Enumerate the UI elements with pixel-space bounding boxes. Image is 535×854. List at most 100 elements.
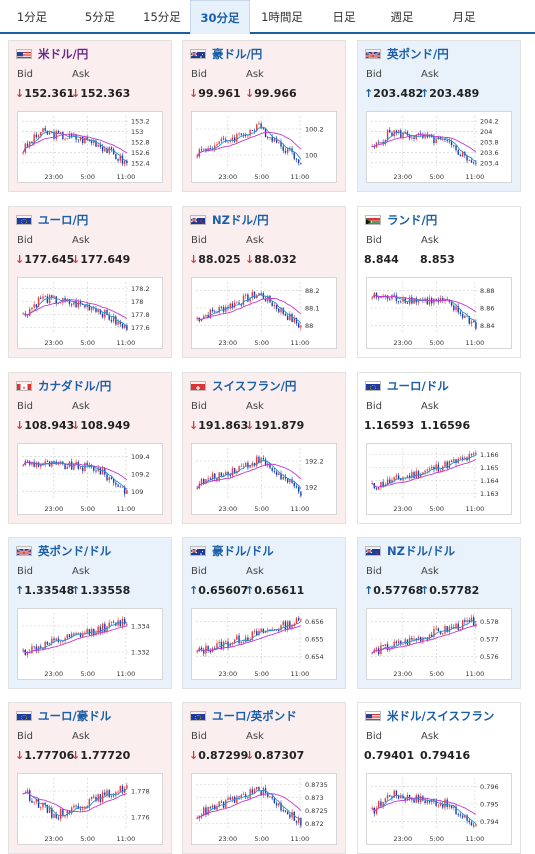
rate-card[interactable]: ユーロ/豪ドル Bid Ask ↓1.77706 ↓1.77720 1.778 1.776 2… (8, 702, 172, 854)
pair-name-link[interactable]: 豪ドル/ドル (212, 544, 274, 558)
arrow-down-icon: ↓ (245, 253, 255, 266)
pair-name-link[interactable]: 豪ドル/円 (212, 47, 263, 61)
candle-body (225, 641, 227, 643)
x-tick-label: 11:00 (117, 173, 136, 181)
rate-card[interactable]: ユーロ/円 Bid Ask ↓177.645 ↓177.649 178.2 178 177.8… (8, 206, 172, 358)
price-chart[interactable]: 100.2 100 23:00 5:00 11:00 (191, 111, 337, 183)
candle-body (286, 315, 289, 321)
ask-text: 108.949 (80, 419, 131, 432)
pair-name-link[interactable]: 米ドル/円 (38, 47, 89, 61)
candle-body (468, 316, 470, 324)
pair-name-link[interactable]: カナダドル/円 (38, 379, 112, 393)
candle-body (233, 468, 236, 474)
candle-body (453, 305, 455, 311)
ask-label: Ask (246, 235, 264, 246)
candle-body (214, 648, 216, 650)
tab-1[interactable]: 5分足 (84, 10, 116, 24)
rate-card[interactable]: 豪ドル/ドル Bid Ask ↑0.65607 ↑0.65611 0.656 0.655 0.… (182, 537, 346, 689)
ma-fast-line (196, 460, 302, 490)
rate-card[interactable]: 豪ドル/円 Bid Ask ↓99.961 ↓99.966 100.2 100 23:00 5:… (182, 40, 346, 192)
rate-card[interactable]: ユーロ/ドル Bid Ask 1.16593 1.16596 1.166 1.165 1.16… (357, 372, 521, 524)
candle-body (267, 137, 269, 138)
rate-card[interactable]: スイスフラン/円 Bid Ask ↓191.863 ↓191.879 192.2 192 23… (182, 372, 346, 524)
candle-body (464, 457, 466, 459)
pair-name-link[interactable]: ユーロ/円 (38, 213, 89, 227)
rate-card[interactable]: NZドル/円 Bid Ask ↓88.025 ↓88.032 88.2 88.1 88 23:0… (182, 206, 346, 358)
arrow-up-icon: ↑ (420, 584, 430, 597)
price-chart[interactable]: 1.778 1.776 23:00 5:00 11:00 (17, 773, 163, 845)
tab-2[interactable]: 15分足 (143, 10, 181, 24)
tab-5[interactable]: 日足 (332, 10, 356, 24)
candle-body (275, 471, 278, 476)
pair-name-link[interactable]: 英ポンド/ドル (38, 544, 112, 558)
rate-card[interactable]: ランド/円 Bid Ask 8.844 8.853 8.88 8.86 8.84 23:00 5:… (357, 206, 521, 358)
candle-body (53, 460, 55, 462)
pair-name-link[interactable]: NZドル/円 (212, 213, 269, 227)
tab-7[interactable]: 月足 (452, 10, 476, 24)
price-chart[interactable]: 1.334 1.332 23:00 5:00 11:00 (17, 608, 163, 680)
rate-card[interactable]: 米ドル/円 Bid Ask ↓152.361 ↓152.363 153.2 153 152.8… (8, 40, 172, 192)
price-chart[interactable]: 8.88 8.86 8.84 23:00 5:00 11:00 (366, 277, 512, 349)
candle-body (435, 800, 437, 806)
x-tick-label: 5:00 (254, 505, 269, 513)
price-chart[interactable]: 0.656 0.655 0.654 23:00 5:00 11:00 (191, 608, 337, 680)
ask-text: 99.966 (254, 87, 297, 100)
pair-name-link[interactable]: ユーロ/英ポンド (212, 709, 297, 723)
tab-6[interactable]: 週足 (390, 10, 414, 24)
pair-name-link[interactable]: スイスフラン/円 (212, 379, 297, 393)
candle-body (59, 809, 62, 819)
candle-body (231, 468, 234, 476)
x-tick-label: 23:00 (218, 339, 237, 347)
pair-name-link[interactable]: NZドル/ドル (387, 544, 456, 558)
pair-name-link[interactable]: 米ドル/スイスフラン (387, 709, 495, 723)
candle-body (220, 472, 223, 476)
candle-body (46, 296, 49, 304)
price-chart[interactable]: 0.8735 0.873 0.8725 0.872 23:00 5:00 11:00 (191, 773, 337, 845)
price-chart[interactable]: 0.796 0.795 0.794 23:00 5:00 11:00 (366, 773, 512, 845)
card-header: ユーロ/英ポンド (190, 709, 297, 723)
candle-body (300, 325, 302, 328)
tab-0[interactable]: 1分足 (16, 10, 48, 24)
tab-4[interactable]: 1時間足 (261, 10, 303, 24)
ma-fast-line (196, 126, 302, 160)
rate-card[interactable]: ユーロ/英ポンド Bid Ask ↓0.87299 ↓0.87307 0.8735 0.87… (182, 702, 346, 854)
y-tick-label: 1.778 (131, 788, 150, 796)
price-chart[interactable]: 1.166 1.165 1.164 1.163 23:00 5:00 11:00 (366, 443, 512, 515)
rate-card[interactable]: 米ドル/スイスフラン Bid Ask 0.79401 0.79416 0.796 0.795… (357, 702, 521, 854)
ma-fast-line (22, 131, 128, 162)
price-chart[interactable]: 204.2 204 203.8 203.6 203.4 23:00 5:00 11:00 (366, 111, 512, 183)
rate-card[interactable]: 英ポンド/円 Bid Ask ↑203.482 ↑203.489 204.2 204 203.… (357, 40, 521, 192)
price-chart[interactable]: 0.578 0.577 0.576 23:00 5:00 11:00 (366, 608, 512, 680)
candle-body (297, 159, 300, 164)
candle-body (382, 801, 384, 807)
rate-card[interactable]: NZドル/ドル Bid Ask ↑0.57768 ↑0.57782 0.578 0.577 0… (357, 537, 521, 689)
rate-card[interactable]: カナダドル/円 Bid Ask ↓108.943 ↓108.949 109.4 109.2 1… (8, 372, 172, 524)
tab-3[interactable]: 30分足 (190, 0, 250, 34)
x-tick-label: 23:00 (44, 670, 63, 678)
pair-name-link[interactable]: ユーロ/ドル (387, 379, 449, 393)
price-chart[interactable]: 88.2 88.1 88 23:00 5:00 11:00 (191, 277, 337, 349)
pair-name-link[interactable]: ユーロ/豪ドル (38, 709, 112, 723)
candle-body (247, 294, 249, 302)
candle-body (293, 623, 295, 625)
pair-name-link[interactable]: 英ポンド/円 (387, 47, 449, 61)
ask-value: ↓152.363 (71, 87, 130, 100)
candle-body (435, 464, 437, 470)
candle-body (450, 461, 453, 462)
candle-body (220, 306, 223, 308)
price-chart[interactable]: 109.4 109.2 109 23:00 5:00 11:00 (17, 443, 163, 515)
bid-label: Bid (17, 235, 33, 246)
candle-body (26, 143, 29, 147)
candle-body (439, 136, 442, 139)
candle-body (461, 151, 464, 157)
candle-body (408, 794, 411, 800)
price-chart[interactable]: 178.2 178 177.8 177.6 23:00 5:00 11:00 (17, 277, 163, 349)
rate-card[interactable]: 英ポンド/ドル Bid Ask ↑1.33548 ↑1.33558 1.334 1.332 2… (8, 537, 172, 689)
price-chart[interactable]: 192.2 192 23:00 5:00 11:00 (191, 443, 337, 515)
candle-body (106, 790, 108, 796)
candle-body (106, 626, 108, 632)
candle-body (269, 629, 271, 631)
candle-body (48, 807, 51, 813)
pair-name-link[interactable]: ランド/円 (387, 213, 438, 227)
price-chart[interactable]: 153.2 153 152.8 152.6 152.4 23:00 5:00 11:00 (17, 111, 163, 183)
